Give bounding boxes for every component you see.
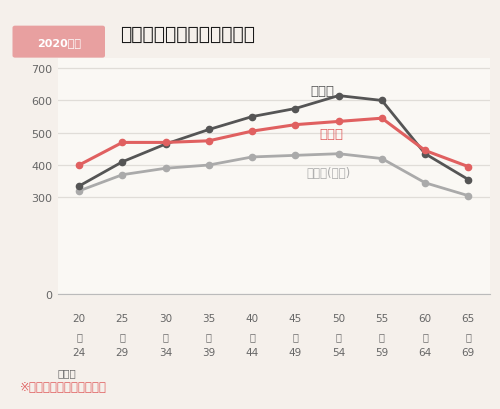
Text: ～: ～ xyxy=(162,331,168,341)
Text: 35: 35 xyxy=(202,313,215,323)
Text: ～: ～ xyxy=(120,331,126,341)
Text: 69: 69 xyxy=(462,347,475,357)
Text: ～: ～ xyxy=(336,331,342,341)
Text: ～: ～ xyxy=(206,331,212,341)
Text: 2020年版: 2020年版 xyxy=(37,38,81,47)
Text: 59: 59 xyxy=(375,347,388,357)
Text: 看護師: 看護師 xyxy=(319,128,343,141)
Text: ～: ～ xyxy=(76,331,82,341)
Text: 20: 20 xyxy=(72,313,86,323)
Text: ※看護師は女性のみの集計: ※看護師は女性のみの集計 xyxy=(20,380,107,393)
Text: 49: 49 xyxy=(289,347,302,357)
Text: 34: 34 xyxy=(159,347,172,357)
Text: 65: 65 xyxy=(462,313,475,323)
Text: 24: 24 xyxy=(72,347,86,357)
Text: 55: 55 xyxy=(375,313,388,323)
Text: ～: ～ xyxy=(422,331,428,341)
Text: 50: 50 xyxy=(332,313,345,323)
Text: 全職種(女性): 全職種(女性) xyxy=(306,166,350,179)
Text: 64: 64 xyxy=(418,347,432,357)
Text: 29: 29 xyxy=(116,347,129,357)
Text: ～: ～ xyxy=(379,331,385,341)
Text: ～: ～ xyxy=(292,331,298,341)
Text: 30: 30 xyxy=(159,313,172,323)
Text: 看護師と全職種の平均年収: 看護師と全職種の平均年収 xyxy=(120,25,255,44)
Text: 39: 39 xyxy=(202,347,215,357)
Text: （歳）: （歳） xyxy=(58,367,76,378)
Text: （万円）: （万円） xyxy=(26,42,53,52)
Text: ～: ～ xyxy=(466,331,471,341)
Text: 年代別: 年代別 xyxy=(20,27,41,40)
Text: 44: 44 xyxy=(246,347,259,357)
Text: ～: ～ xyxy=(249,331,255,341)
Text: 54: 54 xyxy=(332,347,345,357)
Text: 25: 25 xyxy=(116,313,129,323)
Text: 40: 40 xyxy=(246,313,258,323)
Text: 45: 45 xyxy=(289,313,302,323)
Text: 60: 60 xyxy=(418,313,432,323)
Text: 全職種: 全職種 xyxy=(310,85,334,98)
